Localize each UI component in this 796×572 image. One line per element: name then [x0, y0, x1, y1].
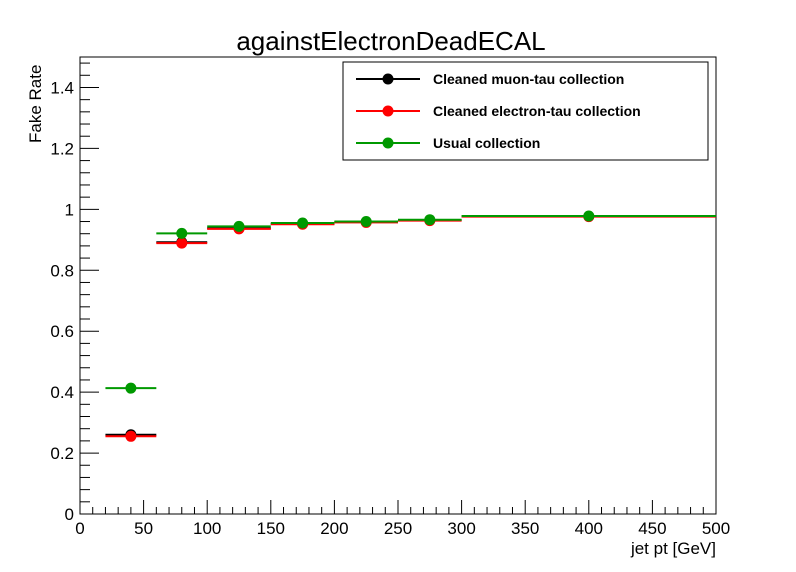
- x-tick-label: 350: [511, 519, 539, 538]
- x-tick-label: 250: [384, 519, 412, 538]
- data-point: [233, 220, 245, 232]
- series-group: [105, 210, 716, 441]
- series-group: [105, 211, 716, 442]
- data-series-layer: [105, 210, 716, 442]
- data-point: [297, 217, 309, 229]
- x-tick-label: 400: [575, 519, 603, 538]
- data-point: [360, 216, 372, 228]
- legend-label: Cleaned muon-tau collection: [433, 71, 624, 87]
- x-axis-label: jet pt [GeV]: [630, 539, 716, 558]
- data-point: [424, 214, 436, 226]
- x-tick-label: 100: [193, 519, 221, 538]
- legend-label: Usual collection: [433, 135, 540, 151]
- data-point: [583, 210, 595, 222]
- y-tick-label: 1: [65, 200, 74, 219]
- legend-marker: [382, 105, 394, 117]
- legend: Cleaned muon-tau collection Cleaned elect…: [342, 61, 709, 161]
- x-tick-label: 500: [702, 519, 730, 538]
- data-point: [176, 227, 188, 239]
- y-tick-label: 0.8: [50, 261, 74, 280]
- series-group: [105, 210, 716, 394]
- data-point: [176, 237, 188, 249]
- chart-title: againstElectronDeadECAL: [236, 26, 545, 56]
- data-point: [125, 430, 137, 442]
- x-tick-label: 200: [320, 519, 348, 538]
- y-tick-label: 1.4: [50, 78, 74, 97]
- data-point: [125, 382, 137, 394]
- y-tick-label: 0.2: [50, 444, 74, 463]
- legend-label: Cleaned electron-tau collection: [433, 103, 641, 119]
- legend-marker: [382, 73, 394, 85]
- x-tick-label: 450: [638, 519, 666, 538]
- axis-ticks: 0 50 100 150 200 250 300 350 400 450 500 0 0.2 0.4 0.6…: [50, 62, 730, 538]
- y-axis-label: Fake Rate: [26, 65, 45, 143]
- x-tick-label: 50: [134, 519, 153, 538]
- x-tick-label: 0: [75, 519, 84, 538]
- y-tick-label: 0: [65, 505, 74, 524]
- y-tick-label: 1.2: [50, 139, 74, 158]
- x-tick-label: 150: [257, 519, 285, 538]
- legend-marker: [382, 137, 394, 149]
- x-tick-label: 300: [447, 519, 475, 538]
- y-tick-label: 0.4: [50, 383, 74, 402]
- y-tick-label: 0.6: [50, 322, 74, 341]
